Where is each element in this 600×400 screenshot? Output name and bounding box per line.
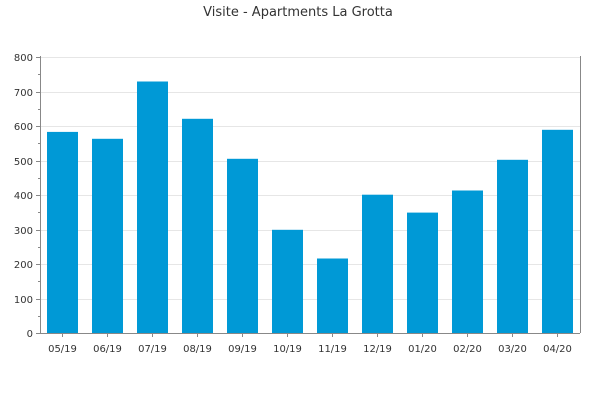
y-tick-labels: 0 100 200 300 400 500 600 700 800 — [14, 53, 33, 340]
x-tick-labels: 05/19 06/19 07/19 08/19 09/19 10/19 11/19 12/19… — [48, 344, 572, 355]
x-tick-label: 05/19 — [48, 344, 77, 355]
x-tick-label: 12/19 — [363, 344, 392, 355]
bar — [272, 229, 303, 333]
y-tick-label: 800 — [14, 53, 33, 64]
y-tick-label: 500 — [14, 157, 33, 168]
bar — [182, 118, 213, 333]
bar — [407, 212, 438, 333]
y-tick-label: 200 — [14, 260, 33, 271]
y-tick-label: 700 — [14, 88, 33, 99]
y-tick-label: 100 — [14, 295, 33, 306]
bar — [47, 131, 78, 333]
x-tick-label: 03/20 — [498, 344, 527, 355]
x-tick-label: 08/19 — [183, 344, 212, 355]
bar — [542, 129, 573, 333]
bar — [317, 258, 348, 333]
bar — [452, 190, 483, 333]
x-tick-label: 06/19 — [93, 344, 122, 355]
bar — [362, 194, 393, 333]
y-tick-label: 0 — [27, 329, 33, 340]
axes — [36, 56, 581, 337]
x-tick-label: 09/19 — [228, 344, 257, 355]
chart-title: Visite - Apartments La Grotta — [203, 5, 393, 20]
bar — [227, 158, 258, 333]
x-tick-label: 11/19 — [318, 344, 347, 355]
bar — [497, 159, 528, 333]
x-tick-label: 01/20 — [408, 344, 437, 355]
x-tick-label: 04/20 — [543, 344, 572, 355]
x-tick-label: 10/19 — [273, 344, 302, 355]
x-tick-label: 07/19 — [138, 344, 167, 355]
x-tick-label: 02/20 — [453, 344, 482, 355]
bar — [137, 81, 168, 333]
y-tick-label: 400 — [14, 191, 33, 202]
gridlines — [40, 57, 580, 300]
y-tick-label: 600 — [14, 122, 33, 133]
bars — [47, 81, 573, 333]
bar — [92, 138, 123, 333]
y-tick-label: 300 — [14, 226, 33, 237]
